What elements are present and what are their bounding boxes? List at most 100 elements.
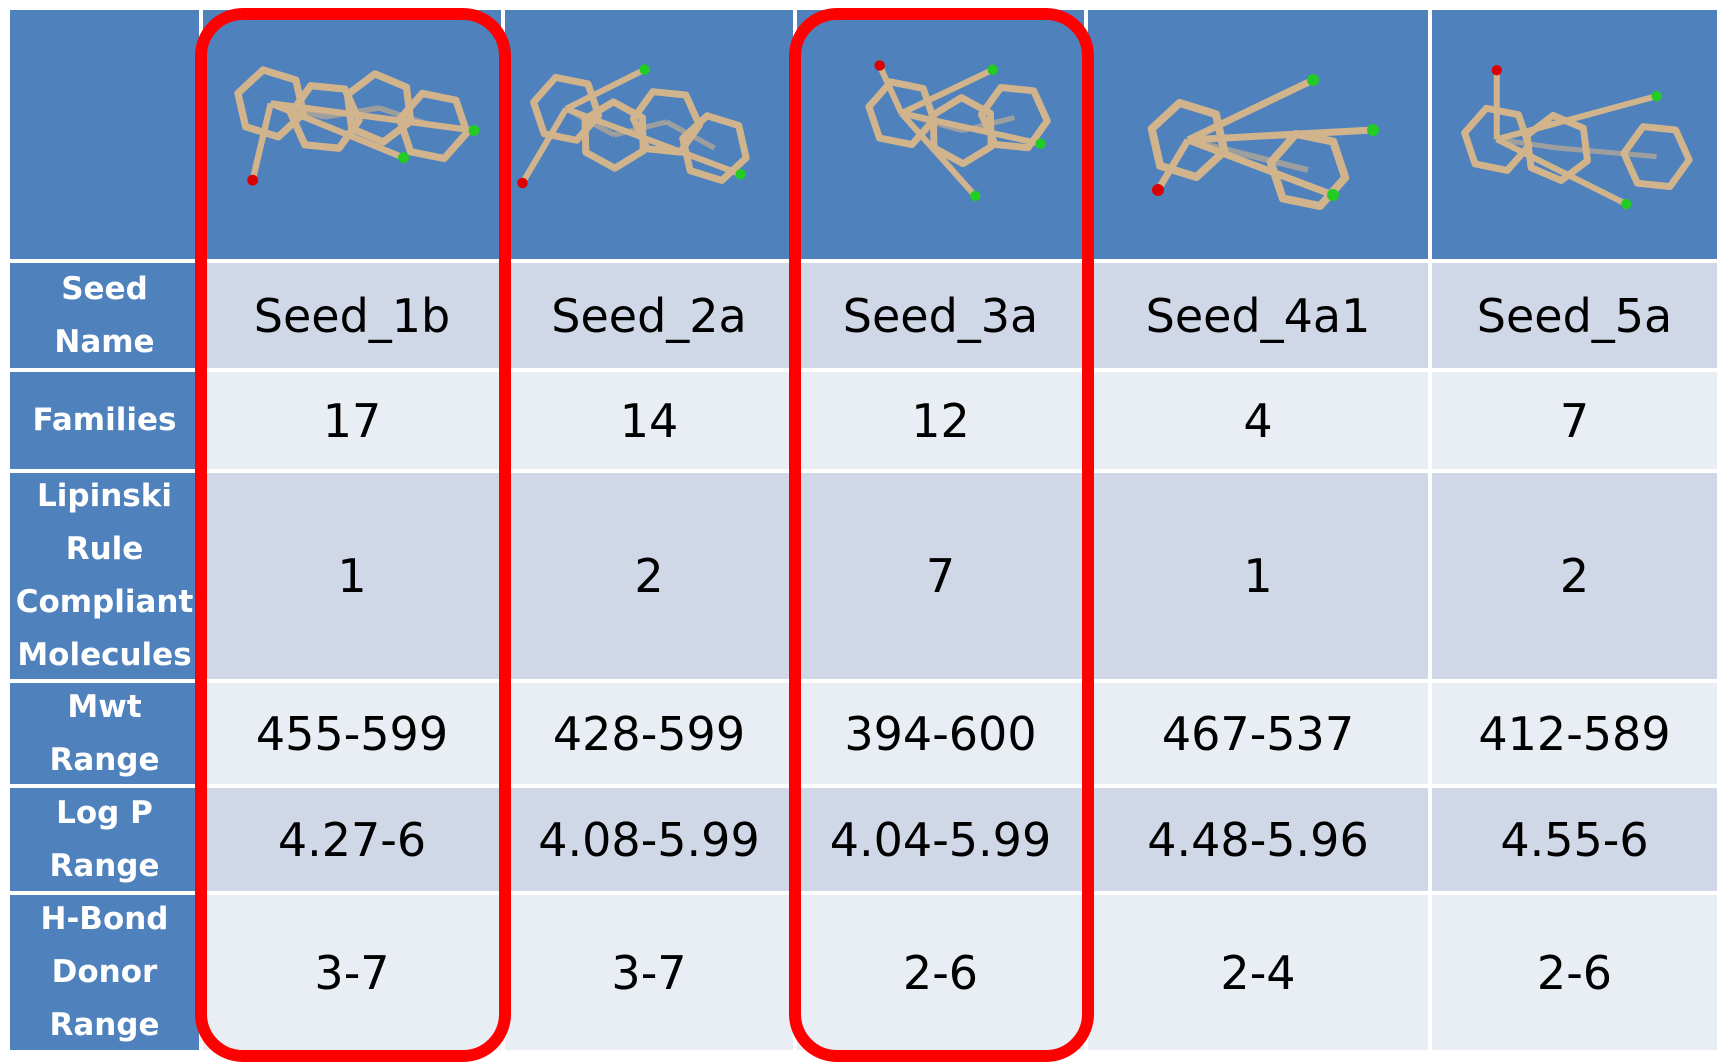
molecule-image-cell (797, 10, 1084, 259)
row-label-line: Rule (65, 531, 144, 567)
row-label-hbond: H-Bond Donor Range (10, 895, 199, 1050)
table-cell-lipinski: 2 (505, 473, 793, 679)
hydrogen-atom (970, 190, 981, 201)
row-label-lipinski: Lipinski Rule Compliant Molecules (10, 473, 199, 679)
table-cell-seed-name: Seed_3a (797, 263, 1084, 368)
molecule-bond (1154, 137, 1192, 192)
molecule-bond (1495, 136, 1628, 207)
table-cell-hbond: 2-6 (1432, 895, 1717, 1050)
table-cell-mwt: 412-589 (1432, 683, 1717, 784)
hydrogen-atom (639, 63, 650, 75)
molecule-image-cell (1432, 10, 1717, 259)
hydrogen-atom (1327, 188, 1339, 201)
row-label-line: Log P (56, 794, 153, 831)
molecule-ring (929, 93, 995, 167)
table-cell-mwt: 467-537 (1088, 683, 1428, 784)
oxygen-atom (517, 177, 528, 188)
molecule-structure-image (1147, 73, 1379, 210)
table-cell-logp: 4.08-5.99 (505, 788, 793, 891)
oxygen-atom (874, 59, 885, 71)
row-label-line: Donor (51, 954, 158, 990)
molecule-bond (1186, 136, 1335, 198)
table-cell-seed-name: Seed_5a (1432, 263, 1717, 368)
row-label-seed-name: Seed Name (10, 263, 199, 368)
molecule-bond (876, 63, 905, 115)
molecule-bond (665, 119, 716, 150)
table-cell-hbond: 2-6 (797, 895, 1084, 1050)
molecule-bond (1186, 76, 1315, 143)
row-label-logp: Log P Range (10, 788, 199, 891)
molecule-structure-image (1461, 64, 1693, 209)
table-cell-mwt: 455-599 (203, 683, 501, 784)
molecule-image-cell (203, 10, 501, 259)
table-cell-lipinski: 7 (797, 473, 1084, 679)
row-label-line: Lipinski (37, 478, 172, 514)
oxygen-atom (1491, 64, 1502, 75)
molecule-ring (1147, 98, 1229, 181)
row-label-line: Range (49, 741, 160, 778)
table-cell-logp: 4.55-6 (1432, 788, 1717, 891)
table-cell-families: 14 (505, 372, 793, 469)
row-label-line: Range (49, 847, 160, 884)
table-cell-mwt: 394-600 (797, 683, 1084, 784)
row-label-families: Families (10, 372, 199, 469)
molecule-bond (1496, 136, 1558, 151)
molecule-bond (565, 105, 742, 177)
hydrogen-atom (1651, 90, 1662, 101)
molecule-bond (900, 109, 1042, 147)
table-cell-lipinski: 1 (1088, 473, 1428, 679)
table-cell-families: 17 (203, 372, 501, 469)
molecule-bond (1557, 144, 1657, 159)
row-label-line: Families (32, 402, 177, 438)
molecule-image-cell (505, 10, 793, 259)
row-label-line: Name (54, 323, 155, 360)
molecule-bond (1495, 92, 1658, 142)
table-cell-logp: 4.04-5.99 (797, 788, 1084, 891)
molecule-structure-image (234, 65, 480, 186)
table-cell-hbond: 2-4 (1088, 895, 1428, 1050)
row-label-mwt: Mwt Range (10, 683, 199, 784)
molecule-structure-image (517, 63, 750, 188)
molecule-bond (249, 102, 274, 181)
molecule-structure-image (865, 59, 1051, 201)
molecule-bond (519, 106, 569, 185)
table-cell-logp: 4.48-5.96 (1088, 788, 1428, 891)
hydrogen-atom (398, 151, 409, 163)
molecule-bond (900, 66, 994, 116)
molecule-bond (564, 66, 647, 112)
table-cell-hbond: 3-7 (203, 895, 501, 1050)
table-cell-lipinski: 2 (1432, 473, 1717, 679)
row-label-line: H-Bond (40, 901, 169, 937)
oxygen-atom (1152, 183, 1164, 196)
table-cell-mwt: 428-599 (505, 683, 793, 784)
molecule-ring (865, 77, 938, 148)
table-cell-families: 7 (1432, 372, 1717, 469)
molecule-ring (679, 111, 750, 184)
hydrogen-atom (1367, 123, 1379, 136)
molecule-ring (1461, 104, 1533, 174)
table-cell-lipinski: 1 (203, 473, 501, 679)
table-cell-seed-name: Seed_1b (203, 263, 501, 368)
molecule-ring (234, 65, 308, 140)
molecule-bond (269, 99, 405, 161)
molecule-ring (343, 69, 415, 146)
row-label-line: Mwt (67, 688, 142, 725)
molecule-image-cell (1088, 10, 1428, 259)
molecule-bond (270, 99, 475, 134)
table-cell-hbond: 3-7 (505, 895, 793, 1050)
table-cell-seed-name: Seed_4a1 (1088, 263, 1428, 368)
header-corner-cell (10, 10, 199, 259)
molecule-ring (978, 83, 1051, 151)
hydrogen-atom (468, 124, 480, 136)
molecule-bond (1187, 126, 1374, 143)
molecule-ring (530, 73, 603, 144)
row-label-line: Seed (61, 270, 148, 307)
table-cell-seed-name: Seed_2a (505, 263, 793, 368)
hydrogen-atom (1621, 198, 1632, 209)
hydrogen-atom (1035, 137, 1046, 149)
row-label-line: Compliant (15, 584, 194, 620)
table-cell-families: 4 (1088, 372, 1428, 469)
table-cell-families: 12 (797, 372, 1084, 469)
oxygen-atom (247, 174, 259, 186)
molecule-ring (1523, 111, 1591, 184)
